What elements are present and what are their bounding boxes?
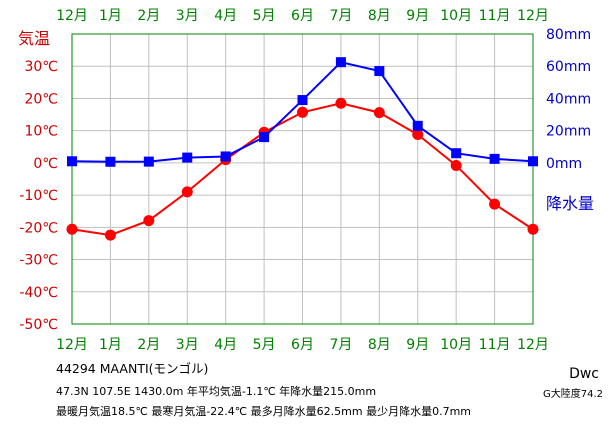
month-label-top: 8月 <box>368 8 391 24</box>
month-label-top: 4月 <box>214 8 237 24</box>
precipitation-point <box>259 132 270 143</box>
month-label-bottom: 3月 <box>176 337 199 353</box>
month-label-top: 11月 <box>479 8 511 24</box>
temperature-point <box>297 106 308 118</box>
climate-code: Dwc <box>569 366 599 382</box>
temperature-tick-label: 0℃ <box>33 156 58 172</box>
precipitation-point <box>451 148 462 159</box>
month-label-top: 12月 <box>517 8 549 24</box>
precipitation-tick-label: 20mm <box>546 124 591 140</box>
month-label-top: 1月 <box>99 8 122 24</box>
month-label-bottom: 8月 <box>368 337 391 353</box>
precipitation-point <box>105 156 116 167</box>
station-extremes-stats: 最暖月気温18.5℃ 最寒月気温-22.4℃ 最多月降水量62.5mm 最少月降… <box>56 405 471 418</box>
month-label-top: 9月 <box>406 8 429 24</box>
precipitation-point <box>374 66 385 77</box>
temperature-tick-label: 30℃ <box>24 59 58 75</box>
station-id-name: 44294 MAANTI(モンゴル) <box>56 361 209 376</box>
month-label-bottom: 10月 <box>440 337 472 353</box>
precipitation-point <box>412 120 423 131</box>
temperature-point <box>181 186 193 198</box>
month-label-bottom: 1月 <box>99 337 122 353</box>
precipitation-point <box>67 156 77 167</box>
precipitation-tick-label: 40mm <box>546 91 591 107</box>
temperature-point <box>373 107 385 119</box>
month-label-bottom: 5月 <box>253 337 276 353</box>
temperature-point <box>489 198 501 210</box>
temperature-point <box>66 223 78 235</box>
month-label-top: 5月 <box>253 8 276 24</box>
month-label-bottom: 11月 <box>479 337 511 353</box>
temperature-point <box>527 223 539 235</box>
temperature-tick-label: -10℃ <box>19 188 58 204</box>
chart-grid <box>72 34 533 324</box>
precipitation-tick-label: 0mm <box>546 156 582 172</box>
month-label-bottom: 2月 <box>137 337 160 353</box>
top-month-labels: 12月 1月 2月 3月 4月 5月 6月 7月 8月 9月 10月 11月 12月 <box>56 8 549 24</box>
temperature-point <box>412 129 424 141</box>
temperature-axis-label: 気温 <box>18 29 50 48</box>
temperature-tick-label: -40℃ <box>19 285 58 301</box>
precipitation-series <box>67 57 538 167</box>
temperature-point <box>335 97 347 109</box>
month-label-bottom: 7月 <box>329 337 352 353</box>
month-label-top: 6月 <box>291 8 314 24</box>
month-label-bottom: 6月 <box>291 337 314 353</box>
continentality-label: G大陸度74.2 <box>542 389 603 400</box>
plot-frame <box>71 33 534 325</box>
month-label-top: 3月 <box>176 8 199 24</box>
precipitation-point <box>297 95 308 106</box>
month-label-top: 2月 <box>137 8 160 24</box>
temperature-point <box>104 229 116 241</box>
bottom-month-labels: 12月 1月 2月 3月 4月 5月 6月 7月 8月 9月 10月 11月 12月 <box>56 337 549 353</box>
precipitation-point <box>220 151 231 162</box>
precipitation-point <box>528 156 538 167</box>
temperature-tick-label: 10℃ <box>24 124 58 140</box>
temperature-tick-labels: 30℃ 20℃ 10℃ 0℃ -10℃ -20℃ -30℃ -40℃ -50℃ <box>19 59 58 333</box>
precipitation-axis-label: 降水量 <box>546 194 594 213</box>
month-label-bottom: 9月 <box>406 337 429 353</box>
precipitation-tick-label: 80mm <box>546 27 591 43</box>
month-label-bottom: 12月 <box>517 337 549 353</box>
precipitation-point <box>182 152 193 163</box>
temperature-point <box>450 159 462 171</box>
month-label-bottom: 4月 <box>214 337 237 353</box>
temperature-tick-label: -30℃ <box>19 253 58 269</box>
month-label-top: 12月 <box>56 8 88 24</box>
station-coords-stats: 47.3N 107.5E 1430.0m 年平均気温-1.1℃ 年降水量215.… <box>56 385 377 398</box>
precipitation-point <box>143 156 154 167</box>
temperature-tick-label: -50℃ <box>19 317 58 333</box>
precipitation-point <box>335 57 346 68</box>
precipitation-tick-labels: 80mm 60mm 40mm 20mm 0mm <box>546 27 591 172</box>
precipitation-tick-label: 60mm <box>546 59 591 75</box>
temperature-tick-label: 20℃ <box>24 91 58 107</box>
precipitation-point <box>489 153 500 164</box>
month-label-top: 7月 <box>329 8 352 24</box>
month-label-bottom: 12月 <box>56 337 88 353</box>
temperature-point <box>143 215 155 227</box>
temperature-tick-label: -20℃ <box>19 220 58 236</box>
month-label-top: 10月 <box>440 8 472 24</box>
temperature-series <box>66 97 539 241</box>
